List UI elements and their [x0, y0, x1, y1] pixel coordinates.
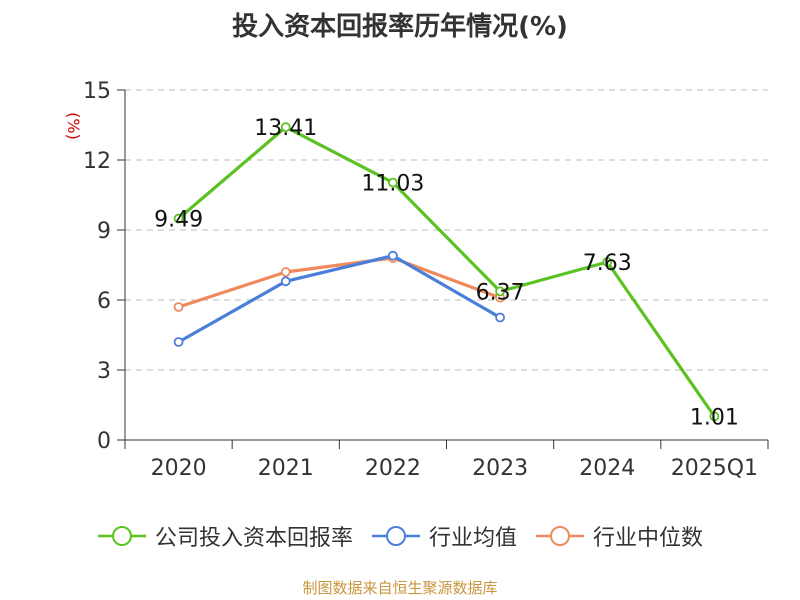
x-tick-label: 2020 [151, 456, 207, 481]
y-tick-label: 15 [83, 79, 111, 104]
legend-label: 行业均值 [428, 526, 517, 551]
data-point [173, 337, 184, 347]
x-tick-label: 2021 [258, 456, 314, 481]
x-tick-label: 2023 [472, 456, 528, 481]
x-tick-label: 2022 [365, 456, 421, 481]
legend-item[interactable]: 行业均值 [371, 520, 517, 552]
data-label: 7.63 [583, 251, 632, 276]
legend: 公司投入资本回报率 行业均值 行业中位数 [0, 520, 800, 552]
data-label: 11.03 [361, 172, 424, 197]
y-tick-label: 3 [97, 359, 111, 384]
data-point [173, 213, 184, 224]
data-point [280, 276, 291, 287]
data-point [280, 267, 291, 277]
axis-layer: 0 3 6 9 12 15 2020 2021 2022 2023 2024 2025Q1 (%) [64, 79, 769, 481]
data-label: 6.37 [476, 280, 525, 305]
data-point [602, 257, 613, 267]
data-point [495, 286, 505, 297]
data-label: 1.01 [690, 405, 739, 430]
grid-layer [125, 89, 768, 371]
data-label: 13.41 [254, 116, 317, 141]
data-label: 9.49 [154, 208, 203, 233]
series-line [177, 125, 716, 418]
line-chart: 0 3 6 9 12 15 2020 2021 2022 2023 2024 2025Q1 (%) 9.… [64, 79, 769, 481]
data-point [173, 302, 184, 312]
data-point [495, 312, 505, 323]
y-tick-label: 0 [97, 429, 111, 454]
legend-label: 公司投入资本回报率 [154, 526, 353, 551]
legend-marker-icon [536, 526, 584, 546]
y-tick-label: 6 [97, 289, 111, 314]
chart-title: 投入资本回报率历年情况(%) [232, 12, 568, 42]
data-point [388, 250, 398, 261]
data-point [388, 177, 398, 188]
data-point [280, 122, 291, 132]
x-tick-label: 2024 [579, 456, 635, 481]
y-axis-unit-label: (%) [64, 112, 83, 140]
series-line [178, 256, 501, 309]
label-layer: 9.49 13.41 11.03 6.37 7.63 1.01 [154, 116, 739, 430]
legend-item[interactable]: 行业中位数 [535, 520, 703, 552]
data-source-note: 制图数据来自恒生聚源数据库 [302, 579, 498, 597]
legend-item[interactable]: 公司投入资本回报率 [97, 520, 353, 552]
data-point [709, 411, 720, 422]
series-layer [173, 122, 720, 422]
legend-marker-icon [97, 526, 146, 546]
y-tick-label: 12 [83, 149, 111, 174]
legend-label: 行业中位数 [593, 526, 704, 551]
legend-marker-icon [371, 526, 420, 546]
y-tick-label: 9 [97, 219, 111, 244]
series-line [177, 254, 501, 344]
x-tick-label: 2025Q1 [671, 456, 758, 481]
